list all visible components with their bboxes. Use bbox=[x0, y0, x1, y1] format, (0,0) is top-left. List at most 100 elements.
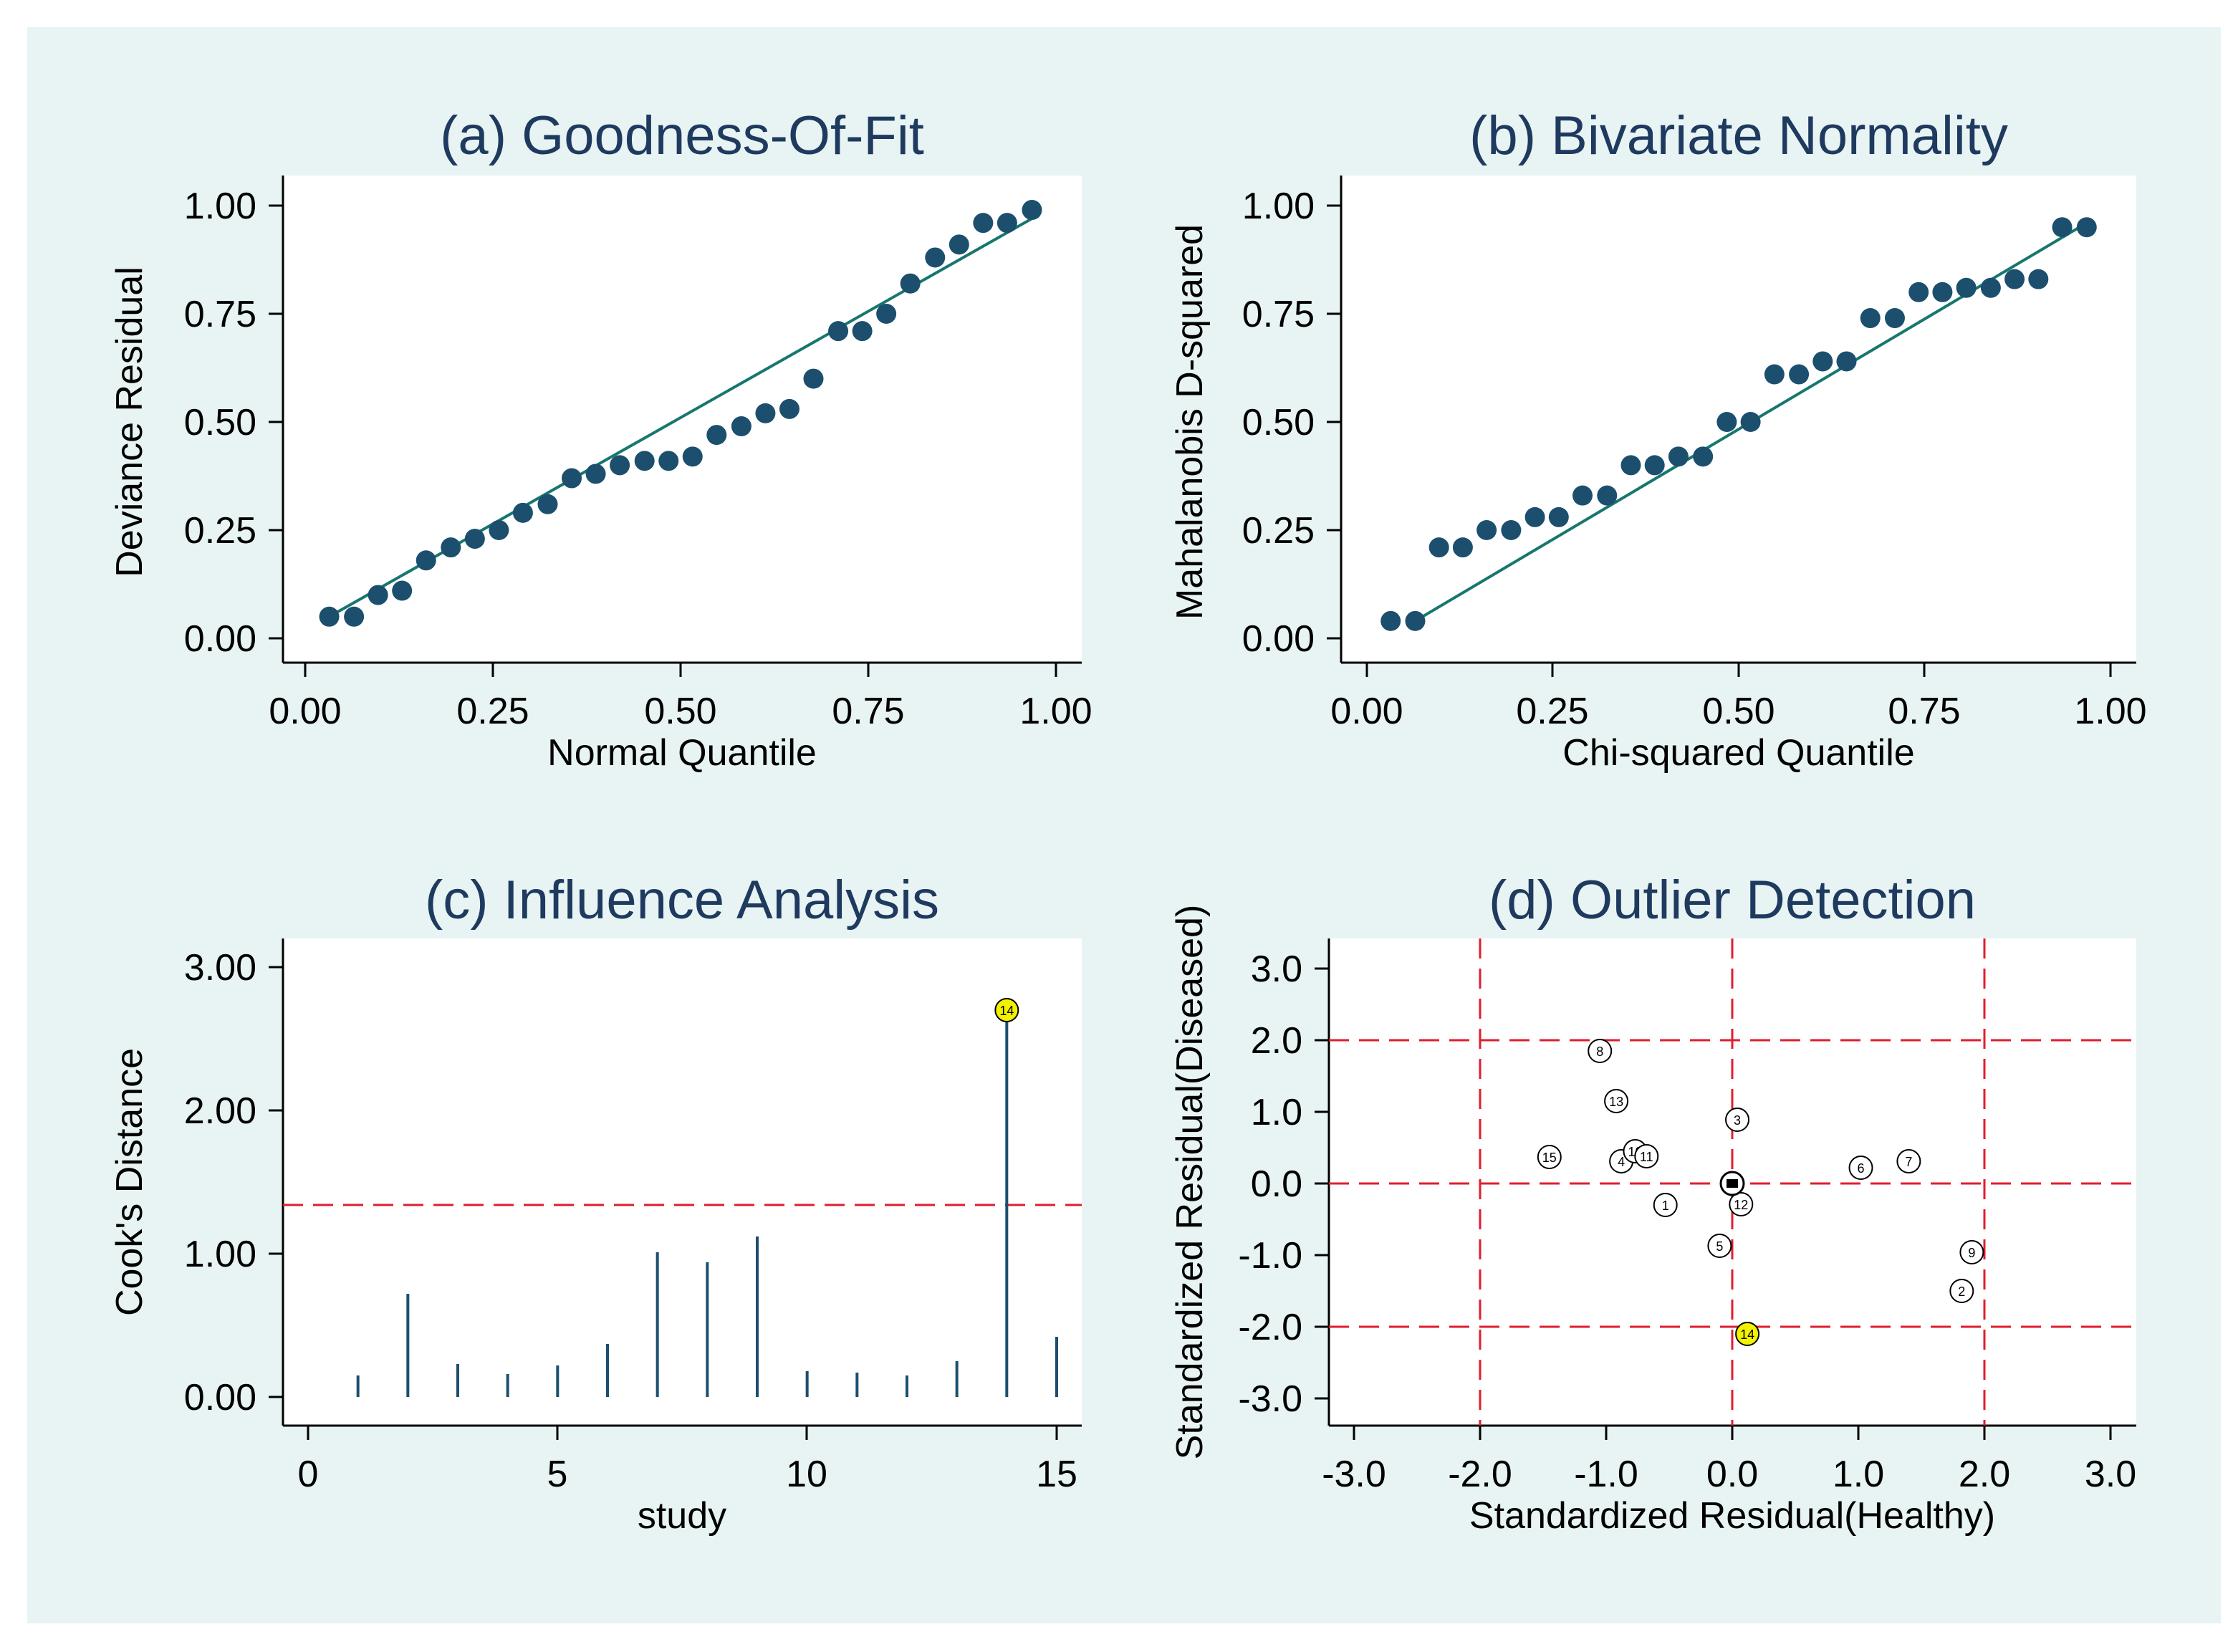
panel-a-x-label: Normal Quantile bbox=[547, 732, 817, 774]
panel-a-title: (a) Goodness-Of-Fit bbox=[440, 105, 924, 166]
panel-a-plot-area bbox=[283, 176, 1082, 663]
panel-b-x-tick-label: 1.00 bbox=[2074, 691, 2146, 732]
panel-d-point-label: 6 bbox=[1858, 1161, 1865, 1176]
panel-c-x-ticks: 0 5 10 15 bbox=[298, 1426, 1077, 1495]
panel-a-point bbox=[803, 368, 824, 389]
panel-d-point bbox=[1725, 1108, 1750, 1132]
panel-b-point bbox=[1476, 520, 1497, 540]
panel-c-x-label: study bbox=[638, 1495, 726, 1537]
panel-b-y-tick-label: 0.50 bbox=[1242, 402, 1315, 443]
panel-a-point bbox=[610, 455, 630, 476]
panel-b-y-tick-label: 0.00 bbox=[1242, 618, 1315, 660]
panel-a-y-tick-label: 0.50 bbox=[184, 402, 256, 443]
panel-a-point bbox=[368, 585, 388, 605]
panel-a-y-tick-label: 0.00 bbox=[184, 618, 256, 660]
panel-b-point bbox=[1597, 485, 1618, 506]
panel-d-point bbox=[1949, 1279, 1974, 1303]
panel-a-x-ticks: 0.00 0.25 0.50 0.75 1.00 bbox=[269, 663, 1093, 732]
panel-b-point bbox=[1693, 446, 1714, 467]
panel-b-point bbox=[1380, 610, 1401, 631]
panel-d-y-tick-label: 2.0 bbox=[1251, 1020, 1302, 1062]
panel-b-point bbox=[1716, 412, 1737, 432]
panel-a-point bbox=[925, 247, 946, 268]
panel-d-y-tick-label: -1.0 bbox=[1238, 1235, 1302, 1277]
panel-a-point bbox=[537, 494, 558, 514]
panel-b-point bbox=[1812, 351, 1833, 372]
panel-d-point bbox=[1653, 1193, 1678, 1217]
panel-a-point bbox=[489, 520, 509, 540]
panel-d-point-label: 3 bbox=[1734, 1113, 1741, 1128]
panel-b-point bbox=[2028, 269, 2049, 289]
panel-a-y-label: Deviance Residual bbox=[109, 266, 150, 577]
panel-d-point bbox=[1634, 1144, 1659, 1168]
panel-a-point bbox=[634, 451, 655, 471]
panel-a-point bbox=[973, 213, 994, 234]
panel-d-y-tick-label: 0.0 bbox=[1251, 1163, 1302, 1205]
panel-a-y-tick-label: 0.75 bbox=[184, 294, 256, 335]
panel-d-point bbox=[1848, 1156, 1873, 1180]
panel-a-y-tick-label: 0.25 bbox=[184, 510, 256, 552]
panel-b-point bbox=[1572, 485, 1593, 506]
panel-d-point-label: 4 bbox=[1618, 1155, 1625, 1169]
panel-a-x-tick-label: 0.50 bbox=[644, 691, 716, 732]
panel-b-x-tick-label: 0.75 bbox=[1888, 691, 1960, 732]
panel-a-point bbox=[344, 606, 365, 627]
panel-d-x-label: Standardized Residual(Healthy) bbox=[1469, 1495, 1995, 1537]
panel-d-point-label: 9 bbox=[1968, 1246, 1975, 1260]
panel-a-x-tick-label: 1.00 bbox=[1019, 691, 1092, 732]
panel-c-y-tick-label: 2.00 bbox=[184, 1090, 256, 1132]
panel-b-point bbox=[1764, 364, 1785, 385]
panel-d-x-tick-label: 2.0 bbox=[1959, 1454, 2010, 1495]
panel-c-highlight-label: 14 bbox=[999, 1004, 1014, 1018]
panel-a-point bbox=[682, 446, 703, 467]
panel-c-x-tick-label: 15 bbox=[1036, 1454, 1077, 1495]
panel-a-point bbox=[392, 580, 413, 601]
panel-a-point bbox=[319, 606, 340, 627]
panel-b-point bbox=[1428, 537, 1449, 558]
panel-b-point bbox=[1548, 506, 1569, 527]
panel-d-points: 123456789101112131415 bbox=[1537, 1039, 1984, 1346]
panel-b-point bbox=[1789, 364, 1810, 385]
panel-c-plot-area bbox=[283, 938, 1082, 1426]
panel-b-title: (b) Bivariate Normality bbox=[1469, 105, 2008, 166]
panel-a-point bbox=[512, 502, 533, 523]
panel-d-point-label: 13 bbox=[1609, 1095, 1623, 1109]
panel-d-y-tick-label: 3.0 bbox=[1251, 949, 1302, 990]
panel-d-title: (d) Outlier Detection bbox=[1489, 870, 1976, 931]
panel-b-x-ticks: 0.00 0.25 0.50 0.75 1.00 bbox=[1330, 663, 2147, 732]
panel-a-point bbox=[876, 304, 897, 324]
panel-d-point-label: 1 bbox=[1662, 1199, 1669, 1213]
panel-d-origin-square bbox=[1727, 1179, 1738, 1188]
panel-b-points bbox=[1380, 217, 2097, 631]
panel-a-point bbox=[779, 398, 799, 419]
panel-a-point bbox=[997, 213, 1017, 234]
panel-b-point bbox=[1405, 610, 1426, 631]
panel-d: (d) Outlier Detection -3.0 -2.0 -1.0 0.0 1.0… bbox=[1169, 870, 2136, 1537]
panel-d-y-ticks: -3.0 -2.0 -1.0 0.0 1.0 2.0 3.0 bbox=[1238, 949, 1329, 1420]
panel-a-x-tick-label: 0.00 bbox=[269, 691, 341, 732]
panel-d-point-label: 2 bbox=[1958, 1284, 1965, 1299]
panel-d-point bbox=[1537, 1145, 1562, 1169]
panel-b-y-tick-label: 0.25 bbox=[1242, 510, 1315, 552]
panel-d-x-tick-label: -2.0 bbox=[1448, 1454, 1512, 1495]
panel-c-highlight-marker bbox=[994, 998, 1019, 1022]
panel-d-x-tick-label: -1.0 bbox=[1574, 1454, 1638, 1495]
panel-b-y-tick-label: 0.75 bbox=[1242, 294, 1315, 335]
panel-d-point-label: 8 bbox=[1596, 1044, 1603, 1059]
panel-d-point-label: 5 bbox=[1716, 1239, 1723, 1254]
panel-d-point-label: 12 bbox=[1734, 1198, 1748, 1212]
panel-d-x-tick-label: 1.0 bbox=[1833, 1454, 1884, 1495]
panel-d-point-label: 7 bbox=[1905, 1155, 1912, 1169]
panel-b-point bbox=[1884, 308, 1905, 329]
panel-a-point bbox=[900, 273, 921, 294]
panel-b-x-tick-label: 0.50 bbox=[1702, 691, 1775, 732]
panel-c-x-tick-label: 10 bbox=[786, 1454, 827, 1495]
panel-d-point bbox=[1896, 1149, 1921, 1173]
panel-a-point bbox=[464, 529, 485, 549]
panel-b-point bbox=[1836, 351, 1857, 372]
panel-d-y-tick-label: -3.0 bbox=[1238, 1378, 1302, 1420]
panel-b-point bbox=[1860, 308, 1881, 329]
panel-a-x-tick-label: 0.75 bbox=[832, 691, 904, 732]
panel-a: (a) Goodness-Of-Fit 0.00 0.25 0.50 0.75 … bbox=[109, 105, 1093, 774]
panel-d-point bbox=[1959, 1240, 1984, 1264]
